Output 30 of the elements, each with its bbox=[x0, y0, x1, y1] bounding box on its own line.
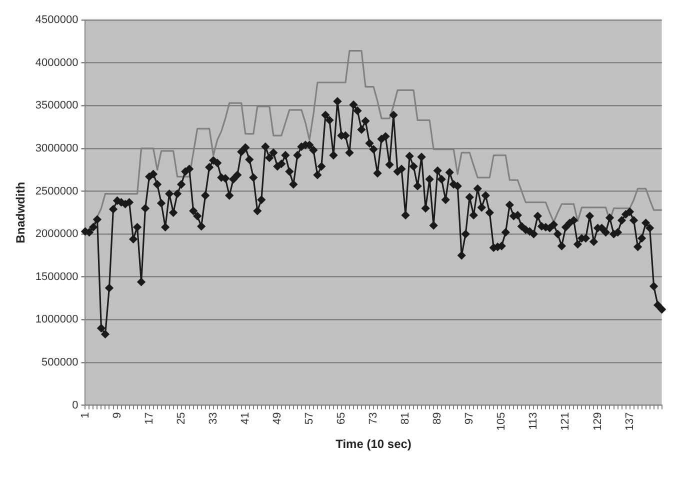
x-tick-label: 41 bbox=[239, 412, 252, 424]
x-tick-label: 121 bbox=[560, 412, 572, 431]
x-tick-label: 89 bbox=[432, 412, 444, 424]
y-tick-label: 4500000 bbox=[35, 14, 78, 26]
x-tick-label: 49 bbox=[271, 412, 284, 424]
y-tick-label: 2000000 bbox=[35, 228, 78, 240]
x-tick-label: 73 bbox=[368, 412, 380, 424]
x-tick-label: 113 bbox=[528, 412, 540, 430]
y-axis-title: Bnadwdith bbox=[14, 182, 28, 244]
y-tick-label: 4000000 bbox=[35, 56, 78, 69]
x-tick-label: 129 bbox=[592, 412, 604, 431]
y-tick-label: 3000000 bbox=[35, 142, 78, 154]
x-tick-label: 65 bbox=[336, 412, 348, 424]
x-tick-label: 9 bbox=[111, 412, 124, 418]
x-tick-label: 57 bbox=[303, 412, 316, 424]
x-tick-label: 81 bbox=[400, 412, 412, 424]
x-tick-label: 105 bbox=[496, 412, 508, 431]
x-tick-label: 97 bbox=[464, 412, 476, 424]
x-tick-label: 17 bbox=[143, 412, 156, 424]
y-tick-label: 0 bbox=[72, 399, 78, 412]
x-tick-label: 25 bbox=[175, 412, 188, 424]
y-tick-label: 2500000 bbox=[35, 185, 78, 198]
x-axis-title: Time (10 sec) bbox=[336, 437, 412, 452]
x-tick-label: 1 bbox=[79, 412, 92, 418]
x-tick-label: 33 bbox=[207, 412, 220, 424]
y-tick-label: 1500000 bbox=[35, 270, 78, 283]
y-tick-label: 500000 bbox=[42, 356, 78, 368]
y-tick-label: 3500000 bbox=[35, 100, 78, 112]
x-tick-label: 137 bbox=[624, 412, 636, 431]
y-tick-label: 1000000 bbox=[35, 314, 78, 326]
